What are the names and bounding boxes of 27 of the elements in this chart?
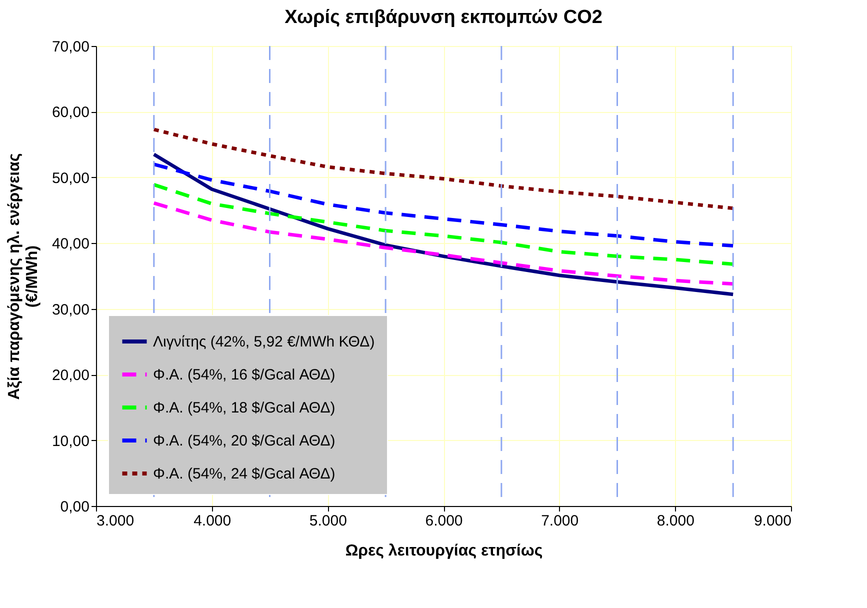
- y-tick-label: 40,00: [52, 236, 90, 253]
- x-axis-title: Ωρες λειτουργίας ετησίως: [345, 542, 543, 560]
- x-tick-label: 6.000: [425, 512, 463, 530]
- chart-title: Χωρίς επιβάρυνση εκπομπών CO2: [284, 7, 602, 28]
- y-axis-title: Αξία παραγόμενης ηλ. ενέργειας (€/MWh): [6, 153, 41, 400]
- legend-label: Φ.Α. (54%, 20 $/Gcal ΑΘΔ): [153, 432, 336, 450]
- y-tick-label: 70,00: [52, 38, 90, 56]
- line-series: [152, 162, 735, 248]
- y-tick-label: 10,00: [52, 432, 90, 450]
- x-tick-label: 7.000: [541, 512, 579, 530]
- y-tick-label: 60,00: [52, 104, 90, 122]
- y-tick-label: 20,00: [52, 367, 90, 384]
- line-series: [152, 182, 735, 266]
- y-tick-label: 50,00: [52, 170, 90, 187]
- legend-label: Φ.Α. (54%, 18 $/Gcal ΑΘΔ): [153, 400, 336, 416]
- legend-label: Λιγνίτης (42%, 5,92 €/MWh ΚΘΔ): [153, 334, 375, 350]
- legend-label: Φ.Α. (54%, 16 $/Gcal ΑΘΔ): [153, 366, 336, 384]
- x-tick-label: 4.000: [194, 512, 232, 530]
- x-tick-label: 5.000: [309, 512, 347, 530]
- y-tick-label: 0,00: [60, 498, 90, 516]
- line-series: [152, 128, 735, 210]
- x-tick-label: 3.000: [96, 512, 134, 530]
- x-tick-label: 9.000: [754, 512, 792, 530]
- legend-label: Φ.Α. (54%, 24 $/Gcal ΑΘΔ): [153, 466, 336, 482]
- line-series: [152, 201, 735, 286]
- x-tick-label: 8.000: [656, 512, 694, 530]
- y-tick-label: 30,00: [52, 301, 90, 318]
